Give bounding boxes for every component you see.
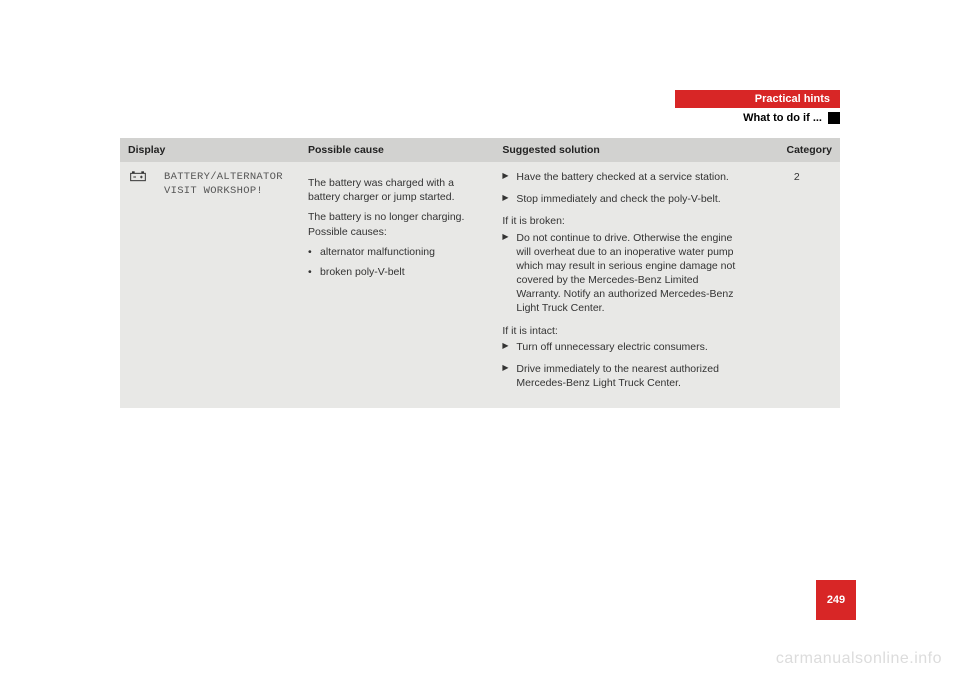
manual-page: Practical hints What to do if ... Displa… [0,0,960,408]
cause-bullet: broken poly-V-belt [308,265,486,279]
col-cause: Possible cause [300,138,494,162]
col-display: Display [120,138,300,162]
page-subtitle: What to do if ... [743,112,828,124]
solution-item: Turn off unnecessary electric consumers. [502,340,745,354]
solution-item: Do not continue to drive. Otherwise the … [502,231,745,316]
cause-cell: The battery was charged with a battery c… [300,162,494,408]
display-message-cell: BATTERY/ALTERNATOR VISIT WORKSHOP! [156,162,300,408]
display-msg-line1: BATTERY/ALTERNATOR [164,170,292,184]
solution-intact-label: If it is intact: [502,324,745,338]
watermark: carmanualsonline.info [776,650,942,668]
page-number-badge: 249 [816,580,856,620]
subheader-row: What to do if ... [120,112,840,124]
solution-cell: Have the battery checked at a service st… [494,162,753,408]
solution-list-initial: Have the battery checked at a service st… [502,170,745,206]
solution-item: Stop immediately and check the poly-V-be… [502,192,745,206]
cause-p1: The battery was charged with a battery c… [308,176,486,204]
table-header-row: Display Possible cause Suggested solutio… [120,138,840,162]
solution-list-broken: Do not continue to drive. Otherwise the … [502,231,745,316]
section-title: Practical hints [675,90,840,108]
col-category: Category [754,138,840,162]
category-cell: 2 [754,162,840,408]
cause-p2: The battery is no longer charging. Possi… [308,210,486,238]
solution-item: Drive immediately to the nearest authori… [502,362,745,390]
header-band: Practical hints [120,90,840,108]
solution-broken-label: If it is broken: [502,214,745,228]
battery-icon [130,173,146,185]
cause-bullet: alternator malfunctioning [308,245,486,259]
subtitle-marker [828,112,840,124]
troubleshoot-table: Display Possible cause Suggested solutio… [120,138,840,408]
display-msg-line2: VISIT WORKSHOP! [164,184,292,198]
solution-item: Have the battery checked at a service st… [502,170,745,184]
cause-bullets: alternator malfunctioning broken poly-V-… [308,245,486,279]
solution-list-intact: Turn off unnecessary electric consumers.… [502,340,745,391]
table-row: BATTERY/ALTERNATOR VISIT WORKSHOP! The b… [120,162,840,408]
col-solution: Suggested solution [494,138,753,162]
display-icon-cell [120,162,156,408]
